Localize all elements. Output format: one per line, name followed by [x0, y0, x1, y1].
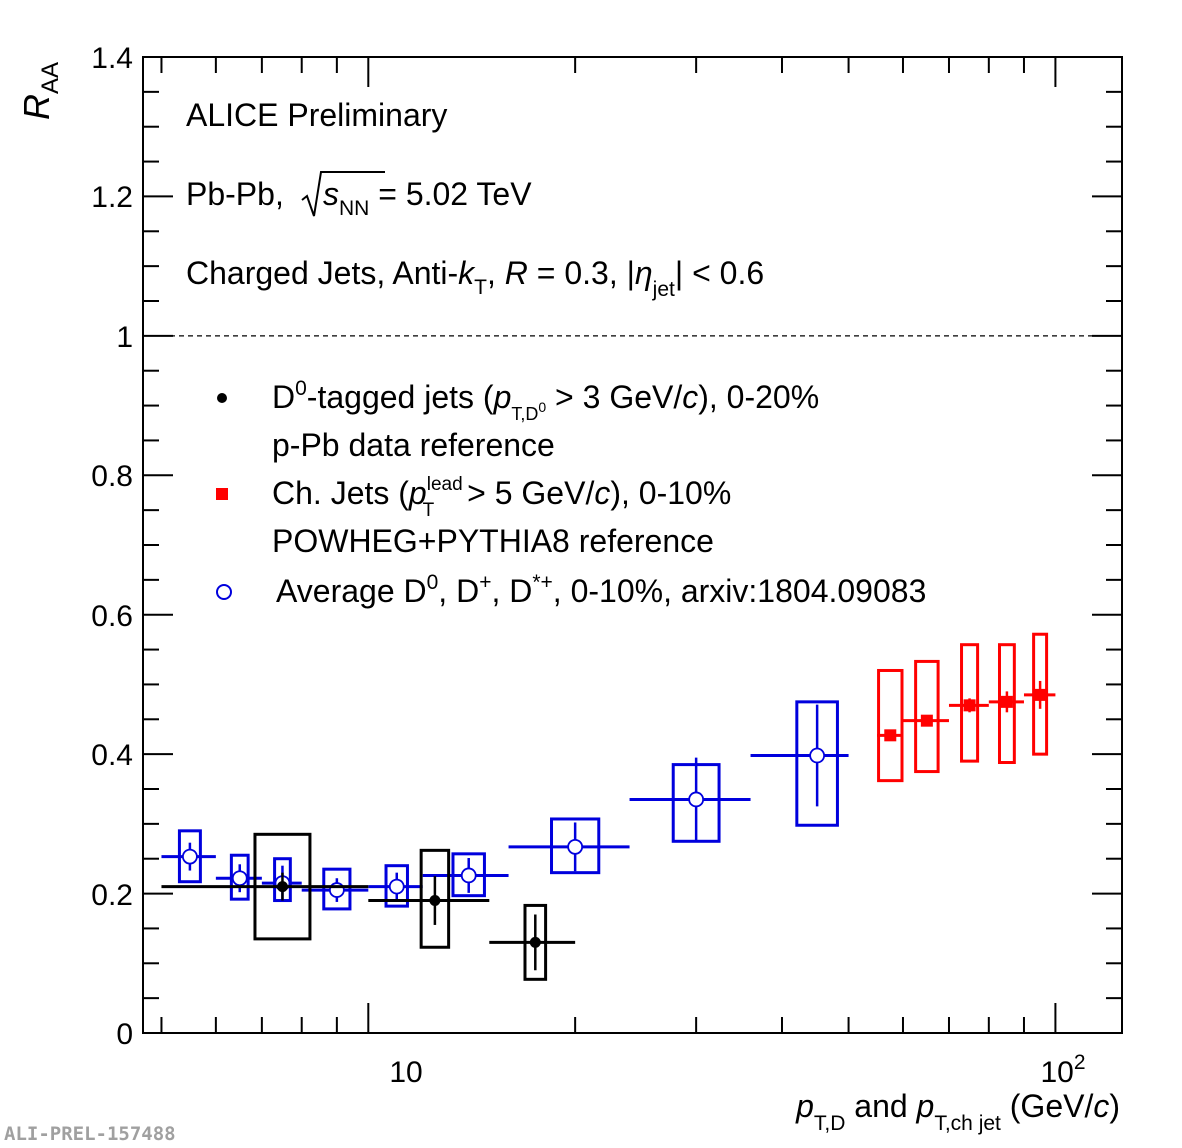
- data-point: [460, 867, 477, 884]
- y-tick-label-1.2: 1.2: [91, 181, 133, 214]
- y-tick-labels: 0 0.2 0.4 0.6 0.8 1 1.2 1.4: [91, 42, 133, 1051]
- legend-label-d0-jets: D0-tagged jets (pT,D0 > 3 GeV/c), 0-20%: [272, 377, 819, 424]
- legend-label-avg-d: Average D0, D+, D*+, 0-10%, arxiv:1804.0…: [276, 571, 926, 609]
- data-point: [1034, 688, 1047, 701]
- annotation-alice-preliminary: ALICE Preliminary: [186, 97, 447, 133]
- sys-box: [960, 643, 980, 763]
- y-tick-label-1.4: 1.4: [91, 42, 133, 75]
- preliminary-id-watermark: ALI-PREL-157488: [4, 1123, 176, 1145]
- data-point: [429, 895, 441, 907]
- sys-box: [877, 668, 904, 783]
- data-point: [809, 747, 826, 764]
- data-point: [688, 791, 705, 808]
- data-point: [963, 699, 976, 712]
- sys-box: [914, 659, 940, 774]
- sqrt-sign-icon: [301, 171, 385, 217]
- legend-label-ch-jets: Ch. Jets (plead T > 5 GeV/c), 0-10%: [272, 474, 731, 521]
- svg-text:Pb-Pb,: Pb-Pb,: [186, 176, 284, 212]
- legend-marker-avg-d: [216, 584, 232, 600]
- y-axis-label: RAA: [16, 62, 64, 120]
- data-point: [529, 936, 541, 948]
- data-point: [1000, 695, 1013, 708]
- data-point: [276, 881, 288, 893]
- axis-ticks: [143, 56, 1122, 1034]
- y-tick-label-0.6: 0.6: [91, 600, 133, 633]
- x-axis-label: pT,D and pT,ch jet (GeV/c): [795, 1088, 1120, 1135]
- legend-marker-ch-jets: [216, 488, 228, 500]
- legend-marker-d0-jets: [217, 393, 227, 403]
- data-point: [388, 878, 405, 895]
- legend-label-d0-jets-line2: p-Pb data reference: [272, 427, 555, 463]
- x-tick-label-100: 102: [1040, 1051, 1085, 1089]
- x-tick-label-10: 10: [389, 1056, 422, 1089]
- data-point: [920, 714, 933, 727]
- data-point: [567, 838, 584, 855]
- y-tick-label-0.4: 0.4: [91, 739, 133, 772]
- sys-box: [795, 700, 839, 827]
- sys-box: [419, 848, 451, 949]
- series-d0-jets: [161, 832, 576, 981]
- data-layer: [161, 632, 1056, 981]
- svg-text:sNN = 5.02 TeV: sNN = 5.02 TeV: [323, 176, 532, 220]
- sys-box: [997, 643, 1016, 765]
- data-point: [231, 870, 248, 887]
- annotation-jet-definition: Charged Jets, Anti-kT, R = 0.3, |ηjet| <…: [186, 255, 764, 301]
- series-ch-jets: [877, 632, 1056, 783]
- y-tick-label-0: 0: [116, 1018, 133, 1051]
- legend: D0-tagged jets (pT,D0 > 3 GeV/c), 0-20% …: [216, 377, 926, 609]
- data-point: [182, 848, 198, 865]
- y-tick-label-1: 1: [116, 321, 133, 354]
- data-point: [884, 729, 897, 742]
- annotation-collision-system: Pb-Pb, sNN = 5.02 TeV: [186, 171, 532, 220]
- series-avg-d: [161, 700, 849, 911]
- legend-label-ch-jets-line2: POWHEG+PYTHIA8 reference: [272, 523, 714, 559]
- y-tick-label-0.8: 0.8: [91, 460, 133, 493]
- y-tick-label-0.2: 0.2: [91, 879, 133, 912]
